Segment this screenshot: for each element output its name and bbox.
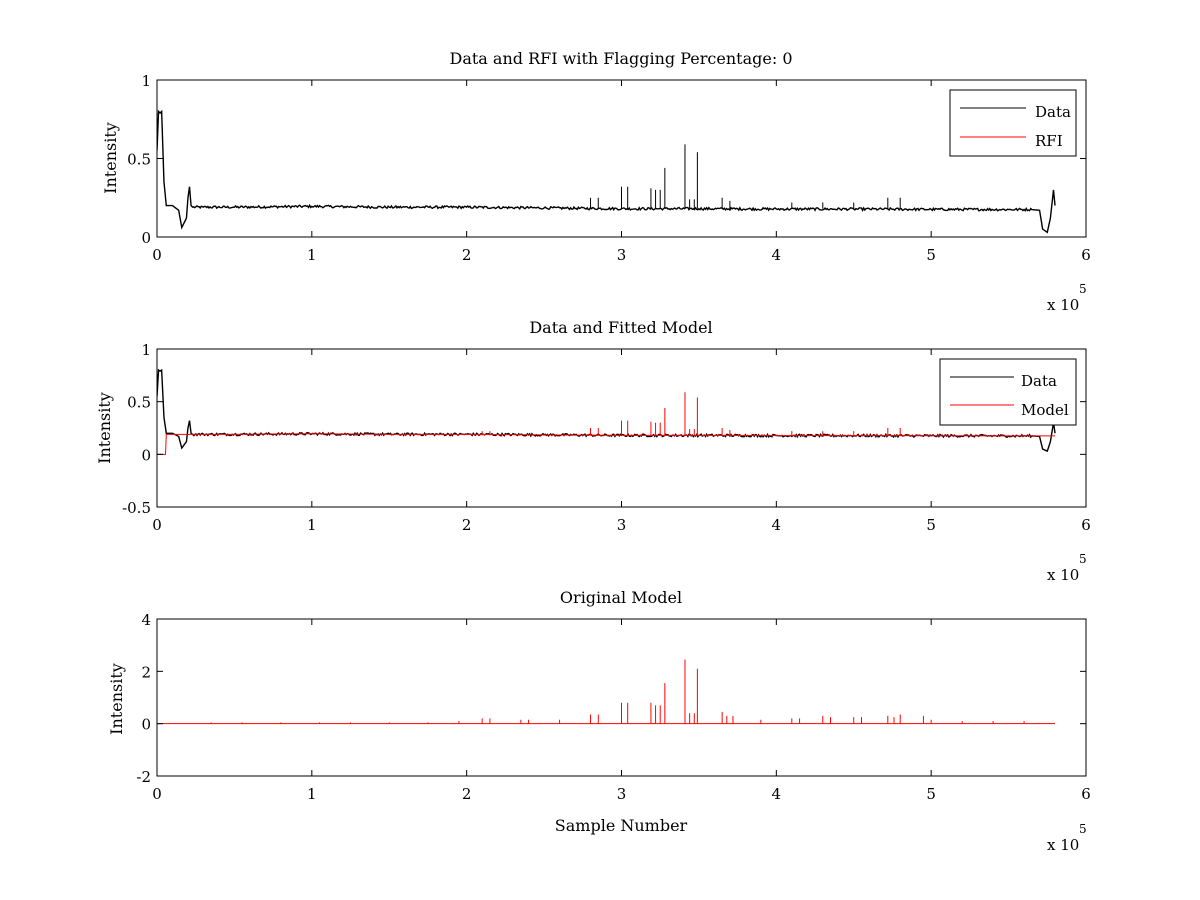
subplot-1-marks <box>157 109 1056 237</box>
subplot-2-multiplier-exponent: 5 <box>1079 552 1087 566</box>
subplot-3-title: Original Model <box>560 588 682 607</box>
x-tick-label: 6 <box>1081 785 1091 803</box>
subplot-1-legend: Data RFI <box>949 89 1077 157</box>
subplot-2-legend-box <box>939 358 1077 426</box>
subplot-3-xlabel: Sample Number <box>555 816 688 835</box>
subplot-2-x-multiplier: x 10 5 <box>1047 552 1087 584</box>
x-tick-label: 0 <box>152 516 162 534</box>
subplot-1-multiplier-exponent: 5 <box>1079 282 1087 296</box>
x-tick-label: 1 <box>307 785 317 803</box>
y-tick-label: 0.5 <box>127 151 151 169</box>
x-tick-label: 2 <box>462 516 472 534</box>
subplot-1-ylabel: Intensity <box>101 122 120 194</box>
y-tick-label: 0.5 <box>127 394 151 412</box>
subplot-3-x-multiplier: x 10 5 <box>1047 822 1087 854</box>
x-tick-label: 3 <box>617 785 627 803</box>
y-tick-label: 4 <box>141 611 151 629</box>
x-tick-label: 5 <box>926 785 936 803</box>
x-tick-label: 3 <box>617 246 627 264</box>
plot-area-1 <box>157 109 1056 237</box>
legend-label-data: Data <box>1035 103 1071 121</box>
x-tick-label: 2 <box>462 785 472 803</box>
x-tick-label: 4 <box>772 246 782 264</box>
subplot-2-ylabel: Intensity <box>95 392 114 464</box>
x-tick-label: 2 <box>462 246 472 264</box>
plot-area-3 <box>157 659 1056 725</box>
x-tick-label: 5 <box>926 246 936 264</box>
y-tick-label: 0 <box>141 229 151 247</box>
legend-label-rfi: RFI <box>1035 132 1063 150</box>
subplot-3-multiplier-base: x 10 <box>1047 836 1079 854</box>
series-line-data-1 <box>157 109 1056 234</box>
subplot-1-title: Data and RFI with Flagging Percentage: 0 <box>449 49 792 68</box>
x-tick-label: 4 <box>772 516 782 534</box>
x-tick-label: 5 <box>926 516 936 534</box>
y-tick-label: 1 <box>141 72 151 90</box>
subplot-2-title: Data and Fitted Model <box>529 318 712 337</box>
x-tick-label: 6 <box>1081 246 1091 264</box>
subplot-1-x-multiplier: x 10 5 <box>1047 282 1087 314</box>
legend-label-data: Data <box>1021 372 1057 390</box>
x-tick-label: 3 <box>617 516 627 534</box>
subplot-2: Data and Fitted Model Intensity 0 1 2 3 4 5 6 -… <box>95 318 1091 584</box>
subplot-1-multiplier-base: x 10 <box>1047 296 1079 314</box>
plot-area-2 <box>157 368 1056 455</box>
x-tick-label: 6 <box>1081 516 1091 534</box>
x-tick-label: 1 <box>307 516 317 534</box>
subplot-2-legend: Data Model <box>939 358 1077 426</box>
y-tick-label: 0 <box>141 446 151 464</box>
y-tick-label: 2 <box>141 663 151 681</box>
subplot-1-ticks: 0 1 2 3 4 5 6 0 0.5 1 <box>127 72 1091 264</box>
y-tick-label: -2 <box>136 768 151 786</box>
subplot-1: Data and RFI with Flagging Percentage: 0… <box>101 49 1091 314</box>
y-tick-label: 1 <box>141 341 151 359</box>
subplot-3-marks <box>157 659 1056 725</box>
subplot-2-marks <box>157 368 1056 455</box>
y-tick-label: 0 <box>141 716 151 734</box>
y-tick-label: -0.5 <box>122 499 151 517</box>
subplot-1-legend-box <box>949 89 1077 157</box>
x-tick-label: 0 <box>152 246 162 264</box>
legend-label-model: Model <box>1021 401 1069 419</box>
subplot-2-ticks: 0 1 2 3 4 5 6-0.500.51 <box>122 341 1091 534</box>
x-tick-label: 0 <box>152 785 162 803</box>
x-tick-label: 4 <box>772 785 782 803</box>
x-tick-label: 1 <box>307 246 317 264</box>
subplot-3-ylabel: Intensity <box>107 663 126 735</box>
subplot-2-multiplier-base: x 10 <box>1047 566 1079 584</box>
series-line-model-2 <box>157 433 1056 455</box>
subplot-3-multiplier-exponent: 5 <box>1079 822 1087 836</box>
